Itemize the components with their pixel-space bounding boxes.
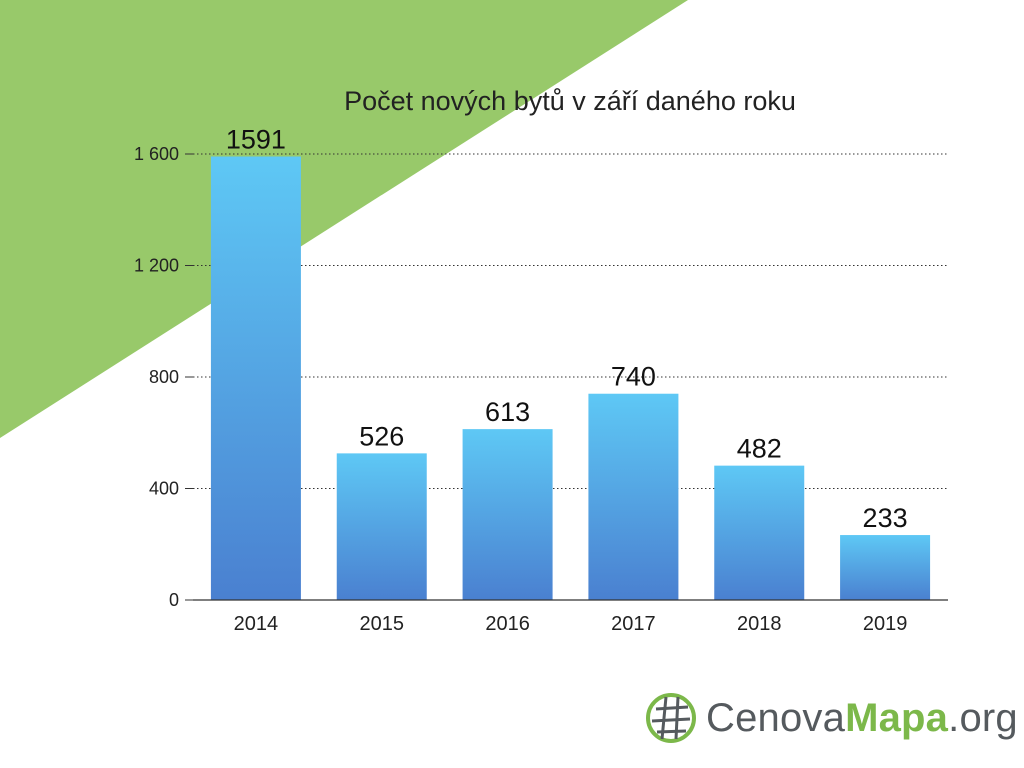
bar-2019 — [840, 535, 931, 600]
data-label-2016: 613 — [485, 397, 530, 427]
bar-2017 — [588, 393, 679, 600]
chart-title: Počet nových bytů v září daného roku — [344, 86, 796, 116]
x-tick-label: 2017 — [611, 613, 656, 635]
y-tick-label: 0 — [169, 590, 179, 610]
x-tick-label: 2019 — [863, 613, 908, 635]
bar-2014 — [210, 156, 301, 601]
logo-text-org: .org — [948, 695, 1018, 740]
logo-text-cenova: Cenova — [706, 695, 846, 740]
y-tick-label: 800 — [149, 367, 179, 387]
data-label-2018: 482 — [737, 434, 782, 464]
logo-text-mapa: Mapa — [845, 695, 949, 740]
x-tick-label: 2014 — [234, 613, 279, 635]
y-tick-label: 400 — [149, 479, 179, 499]
bar-2018 — [714, 465, 805, 600]
x-tick-label: 2018 — [737, 613, 782, 635]
bar-2015 — [336, 453, 427, 600]
bar-2016 — [462, 429, 553, 600]
data-label-2014: 1591 — [226, 125, 286, 155]
globe-icon — [646, 693, 696, 743]
data-label-2019: 233 — [863, 503, 908, 533]
y-tick-label: 1 600 — [134, 144, 179, 164]
cenovamapa-logo: CenovaMapa.org — [644, 686, 1018, 750]
logo-text: CenovaMapa.org — [706, 696, 1018, 741]
x-tick-label: 2015 — [360, 613, 405, 635]
x-tick-label: 2016 — [485, 613, 530, 635]
data-label-2017: 740 — [611, 362, 656, 392]
y-tick-label: 1 200 — [134, 256, 179, 276]
data-label-2015: 526 — [359, 421, 404, 451]
